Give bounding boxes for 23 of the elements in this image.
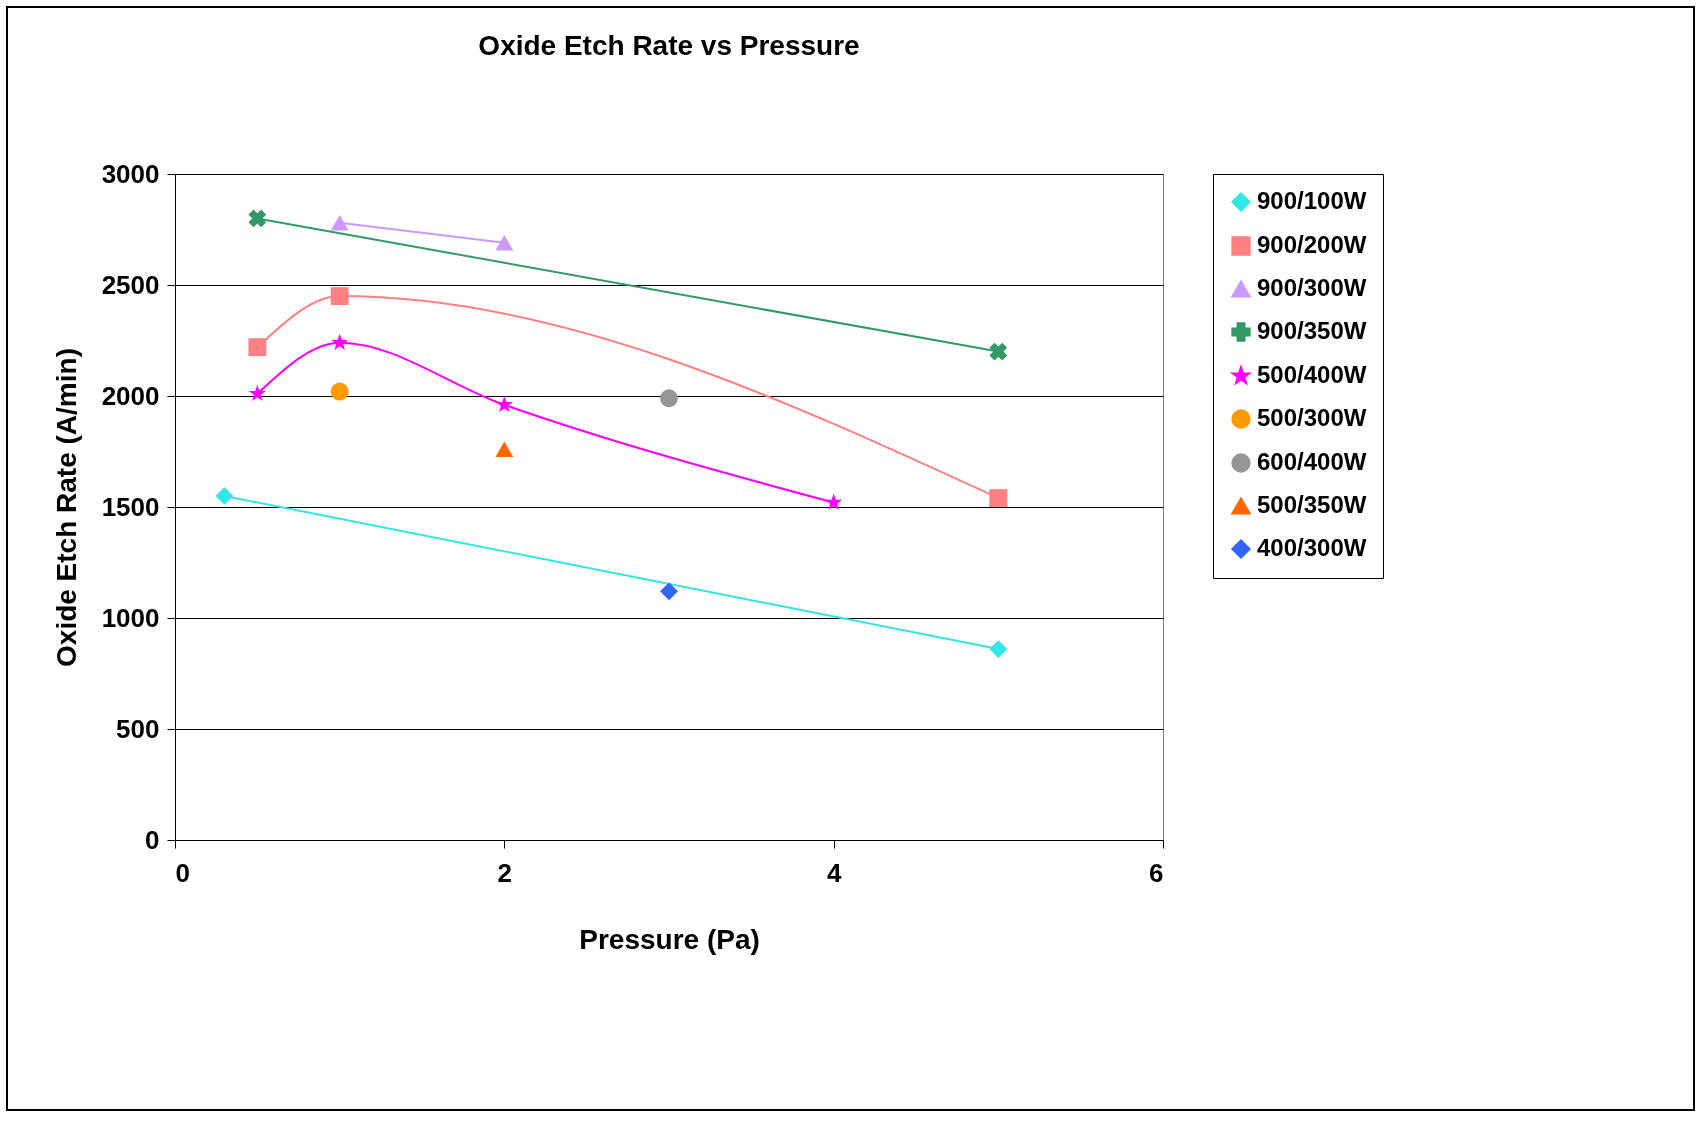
x-tick-label: 0 [175,857,190,888]
y-tick-label: 2500 [101,269,160,300]
x-tick-label: 4 [826,857,842,888]
y-tick-label: 0 [145,824,160,855]
x-tick-label: 2 [497,857,513,888]
legend-label: 900/300W [1257,274,1367,301]
legend-label: 500/350W [1257,491,1367,518]
legend-label: 600/400W [1257,448,1367,475]
legend-label: 400/300W [1257,534,1367,561]
legend-label: 500/300W [1257,404,1367,431]
chart-title: Oxide Etch Rate vs Pressure [478,30,860,61]
legend-label: 900/200W [1257,231,1367,258]
legend-label: 900/100W [1257,187,1367,214]
y-tick-label: 2000 [101,380,160,411]
y-tick-label: 500 [116,713,160,744]
x-tick-label: 6 [1149,857,1164,888]
legend-label: 900/350W [1257,317,1367,344]
y-tick-label: 3000 [101,158,160,189]
y-tick-label: 1500 [101,491,160,522]
x-axis-title: Pressure (Pa) [579,923,760,955]
y-tick-label: 1000 [101,602,160,633]
legend-label: 500/400W [1257,361,1367,388]
y-axis-title: Oxide Etch Rate (A/min) [50,348,82,667]
